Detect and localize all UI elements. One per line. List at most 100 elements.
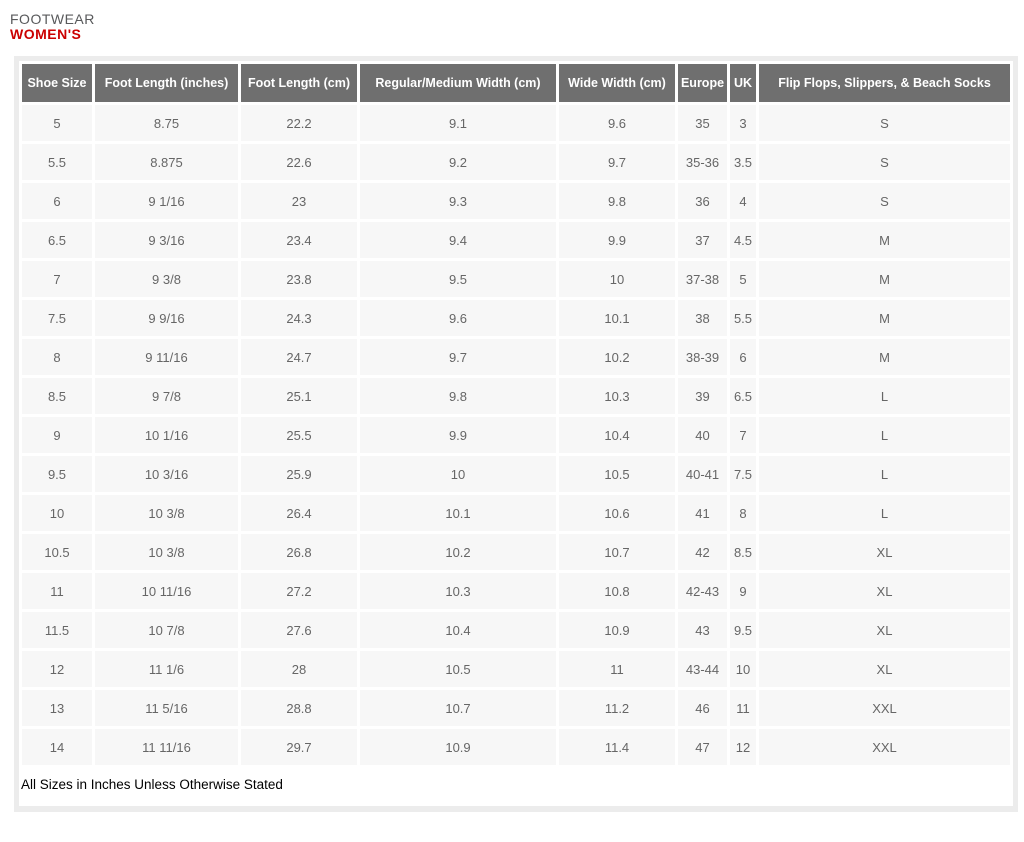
table-cell: 10.1	[559, 300, 675, 336]
table-cell: 12	[22, 651, 92, 687]
table-cell: 47	[678, 729, 727, 765]
table-cell: XL	[759, 612, 1010, 648]
table-cell: 25.5	[241, 417, 357, 453]
table-cell: 6	[730, 339, 756, 375]
table-cell: 23.8	[241, 261, 357, 297]
table-cell: 5	[22, 105, 92, 141]
table-cell: 7.5	[22, 300, 92, 336]
table-cell: 5.5	[730, 300, 756, 336]
table-cell: 41	[678, 495, 727, 531]
table-cell: 10	[360, 456, 556, 492]
size-chart-table: Shoe Size Foot Length (inches) Foot Length…	[19, 61, 1013, 768]
table-cell: 24.3	[241, 300, 357, 336]
table-cell: 10.6	[559, 495, 675, 531]
table-cell: 14	[22, 729, 92, 765]
table-cell: 37	[678, 222, 727, 258]
table-cell: 26.8	[241, 534, 357, 570]
table-cell: 6.5	[22, 222, 92, 258]
table-cell: 10.3	[360, 573, 556, 609]
table-row: 10 10 3/8 26.4 10.1 10.6 41 8 L	[22, 495, 1010, 531]
table-cell: 10.7	[559, 534, 675, 570]
category-label: FOOTWEAR	[10, 11, 95, 27]
table-cell: 10 11/16	[95, 573, 238, 609]
table-cell: 9.5	[730, 612, 756, 648]
table-row: 9 10 1/16 25.5 9.9 10.4 40 7 L	[22, 417, 1010, 453]
table-cell: 9.6	[559, 105, 675, 141]
table-cell: 11 1/6	[95, 651, 238, 687]
table-cell: 9.3	[360, 183, 556, 219]
table-cell: 9.7	[360, 339, 556, 375]
table-row: 11 10 11/16 27.2 10.3 10.8 42-43 9 XL	[22, 573, 1010, 609]
table-cell: 8.875	[95, 144, 238, 180]
table-cell: 10 3/8	[95, 534, 238, 570]
table-cell: 9.2	[360, 144, 556, 180]
table-row: 11.5 10 7/8 27.6 10.4 10.9 43 9.5 XL	[22, 612, 1010, 648]
table-cell: 9.9	[559, 222, 675, 258]
table-cell: 35	[678, 105, 727, 141]
table-cell: 7	[22, 261, 92, 297]
page-title: WOMEN'S	[10, 26, 82, 42]
table-cell: 10 3/16	[95, 456, 238, 492]
table-cell: 12	[730, 729, 756, 765]
table-row: 10.5 10 3/8 26.8 10.2 10.7 42 8.5 XL	[22, 534, 1010, 570]
table-cell: 7.5	[730, 456, 756, 492]
table-cell: 10.7	[360, 690, 556, 726]
column-header: Foot Length (inches)	[95, 64, 238, 102]
size-chart-panel-inner: Shoe Size Foot Length (inches) Foot Length…	[19, 61, 1013, 806]
table-cell: XL	[759, 651, 1010, 687]
table-cell: 11 11/16	[95, 729, 238, 765]
table-cell: XL	[759, 573, 1010, 609]
table-cell: 23.4	[241, 222, 357, 258]
table-cell: 10.1	[360, 495, 556, 531]
table-cell: 4	[730, 183, 756, 219]
table-row: 14 11 11/16 29.7 10.9 11.4 47 12 XXL	[22, 729, 1010, 765]
table-cell: L	[759, 456, 1010, 492]
table-cell: 10.4	[360, 612, 556, 648]
table-cell: 5.5	[22, 144, 92, 180]
table-cell: 42	[678, 534, 727, 570]
table-row: 5.5 8.875 22.6 9.2 9.7 35-36 3.5 S	[22, 144, 1010, 180]
table-row: 9.5 10 3/16 25.9 10 10.5 40-41 7.5 L	[22, 456, 1010, 492]
table-cell: 10.2	[360, 534, 556, 570]
table-cell: 23	[241, 183, 357, 219]
table-cell: L	[759, 495, 1010, 531]
column-header: Flip Flops, Slippers, & Beach Socks	[759, 64, 1010, 102]
table-cell: 22.2	[241, 105, 357, 141]
table-cell: 28.8	[241, 690, 357, 726]
table-cell: 11 5/16	[95, 690, 238, 726]
table-cell: 22.6	[241, 144, 357, 180]
table-cell: 9.1	[360, 105, 556, 141]
table-cell: 11	[730, 690, 756, 726]
table-cell: M	[759, 339, 1010, 375]
table-cell: 9 3/16	[95, 222, 238, 258]
table-cell: S	[759, 105, 1010, 141]
table-cell: 36	[678, 183, 727, 219]
table-cell: 29.7	[241, 729, 357, 765]
table-cell: 38	[678, 300, 727, 336]
table-row: 12 11 1/6 28 10.5 11 43-44 10 XL	[22, 651, 1010, 687]
table-cell: 9	[730, 573, 756, 609]
table-cell: 10.5	[360, 651, 556, 687]
table-cell: 9.8	[360, 378, 556, 414]
table-cell: 35-36	[678, 144, 727, 180]
table-cell: 27.6	[241, 612, 357, 648]
table-cell: 9 11/16	[95, 339, 238, 375]
table-cell: 3	[730, 105, 756, 141]
table-cell: 46	[678, 690, 727, 726]
table-cell: XXL	[759, 690, 1010, 726]
table-cell: 10.5	[22, 534, 92, 570]
table-cell: 39	[678, 378, 727, 414]
table-cell: 10	[730, 651, 756, 687]
table-cell: 13	[22, 690, 92, 726]
table-cell: 27.2	[241, 573, 357, 609]
table-cell: 9.6	[360, 300, 556, 336]
table-row: 7.5 9 9/16 24.3 9.6 10.1 38 5.5 M	[22, 300, 1010, 336]
table-cell: L	[759, 417, 1010, 453]
table-cell: 10 3/8	[95, 495, 238, 531]
column-header: Wide Width (cm)	[559, 64, 675, 102]
footnote: All Sizes in Inches Unless Otherwise Sta…	[19, 768, 1013, 806]
table-cell: S	[759, 183, 1010, 219]
